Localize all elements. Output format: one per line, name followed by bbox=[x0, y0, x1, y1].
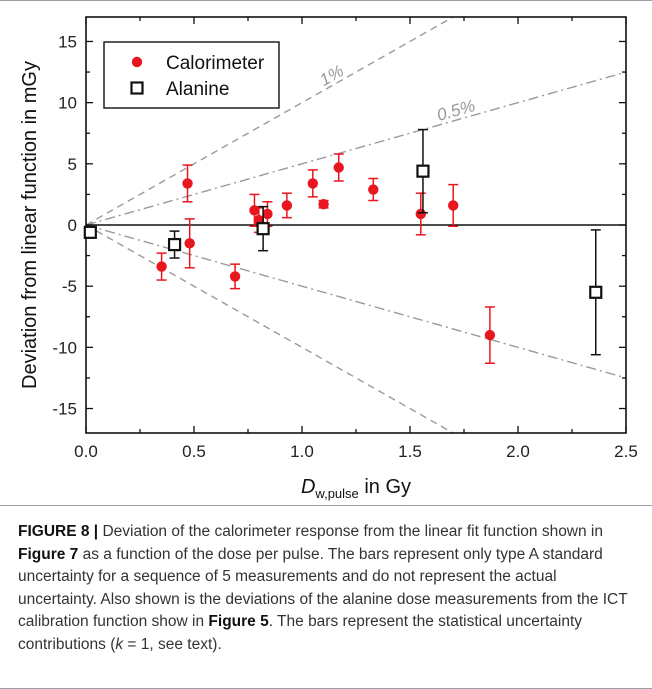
caption-prefix: FIGURE 8 | bbox=[18, 523, 103, 540]
caption-k-symbol: k bbox=[115, 635, 124, 653]
legend: Calorimeter Alanine bbox=[103, 41, 280, 109]
figure-caption: FIGURE 8 | Deviation of the calorimeter … bbox=[18, 521, 636, 656]
y-tick-label: 15 bbox=[58, 32, 77, 51]
y-axis-title: Deviation from linear function in mGy bbox=[19, 61, 41, 389]
legend-label: Calorimeter bbox=[166, 53, 265, 74]
caption-text-1: Deviation of the calorimeter response fr… bbox=[102, 523, 603, 540]
data-point bbox=[484, 329, 496, 341]
data-point bbox=[167, 237, 182, 252]
data-point bbox=[415, 208, 426, 220]
top-rule bbox=[0, 0, 652, 1]
x-tick-label: 0.0 bbox=[74, 442, 98, 461]
series-1 bbox=[156, 153, 496, 365]
data-point bbox=[318, 199, 329, 210]
y-tick-label: -10 bbox=[52, 338, 77, 357]
caption-figure-ref-1[interactable]: Figure 7 bbox=[18, 545, 79, 563]
chart: 1%0.5%0.0 0.5 1.0 1.5 2.0 2.5151050-5-10-15De… bbox=[19, 16, 638, 501]
reference-lines bbox=[86, 17, 626, 433]
reference-line-1-lower bbox=[86, 224, 455, 433]
data-point bbox=[156, 261, 167, 272]
data-point bbox=[229, 271, 241, 282]
data-point bbox=[182, 178, 193, 189]
legend-marker bbox=[131, 56, 143, 68]
x-tick-label: 1.0 bbox=[290, 442, 314, 461]
data-point bbox=[184, 238, 195, 249]
y-tick-label: 10 bbox=[58, 94, 77, 113]
y-tick-label: 5 bbox=[68, 155, 77, 174]
data-point bbox=[307, 178, 318, 189]
data-point bbox=[589, 285, 603, 299]
x-tick-label: 1.5 bbox=[398, 442, 422, 461]
y-tick-label: -15 bbox=[52, 400, 77, 419]
x-tick-label: 2.5 bbox=[614, 442, 638, 461]
y-tick-label: -5 bbox=[62, 277, 77, 296]
x-axis-title-subscript: w,pulse bbox=[314, 486, 358, 501]
x-axis-title-unit: in Gy bbox=[359, 476, 411, 498]
data-point bbox=[416, 164, 430, 178]
caption-text-4: = 1, see text). bbox=[123, 635, 222, 653]
x-axis-title-symbol: D bbox=[301, 476, 315, 498]
data-point bbox=[262, 208, 273, 220]
data-point bbox=[281, 200, 293, 211]
x-tick-label: 2.0 bbox=[506, 442, 530, 461]
caption-figure-ref-2[interactable]: Figure 5 bbox=[208, 613, 269, 630]
reference-line-1-upper bbox=[86, 17, 455, 226]
legend-marker bbox=[130, 81, 144, 95]
x-axis-title: Dw,pulse in Gy bbox=[301, 476, 411, 501]
caption-text-2: as a function of the dose per pulse. The… bbox=[18, 545, 628, 631]
data-point bbox=[83, 225, 97, 239]
data-point bbox=[333, 162, 344, 173]
legend-label: Alanine bbox=[166, 79, 229, 100]
data-point bbox=[448, 200, 459, 211]
legend-box bbox=[103, 41, 280, 109]
reference-line-2-upper bbox=[86, 71, 626, 226]
data-point bbox=[368, 184, 379, 195]
caption-separator bbox=[0, 505, 652, 506]
x-tick-label: 0.5 bbox=[182, 442, 206, 461]
series-2 bbox=[83, 128, 603, 356]
y-tick-label: 0 bbox=[68, 216, 77, 235]
caption-text-3: . The bars represent the statistical unc… bbox=[18, 613, 583, 653]
reference-line-label-1: 1% bbox=[316, 61, 347, 90]
reference-line-2-lower bbox=[86, 224, 626, 379]
data-point bbox=[256, 222, 270, 236]
